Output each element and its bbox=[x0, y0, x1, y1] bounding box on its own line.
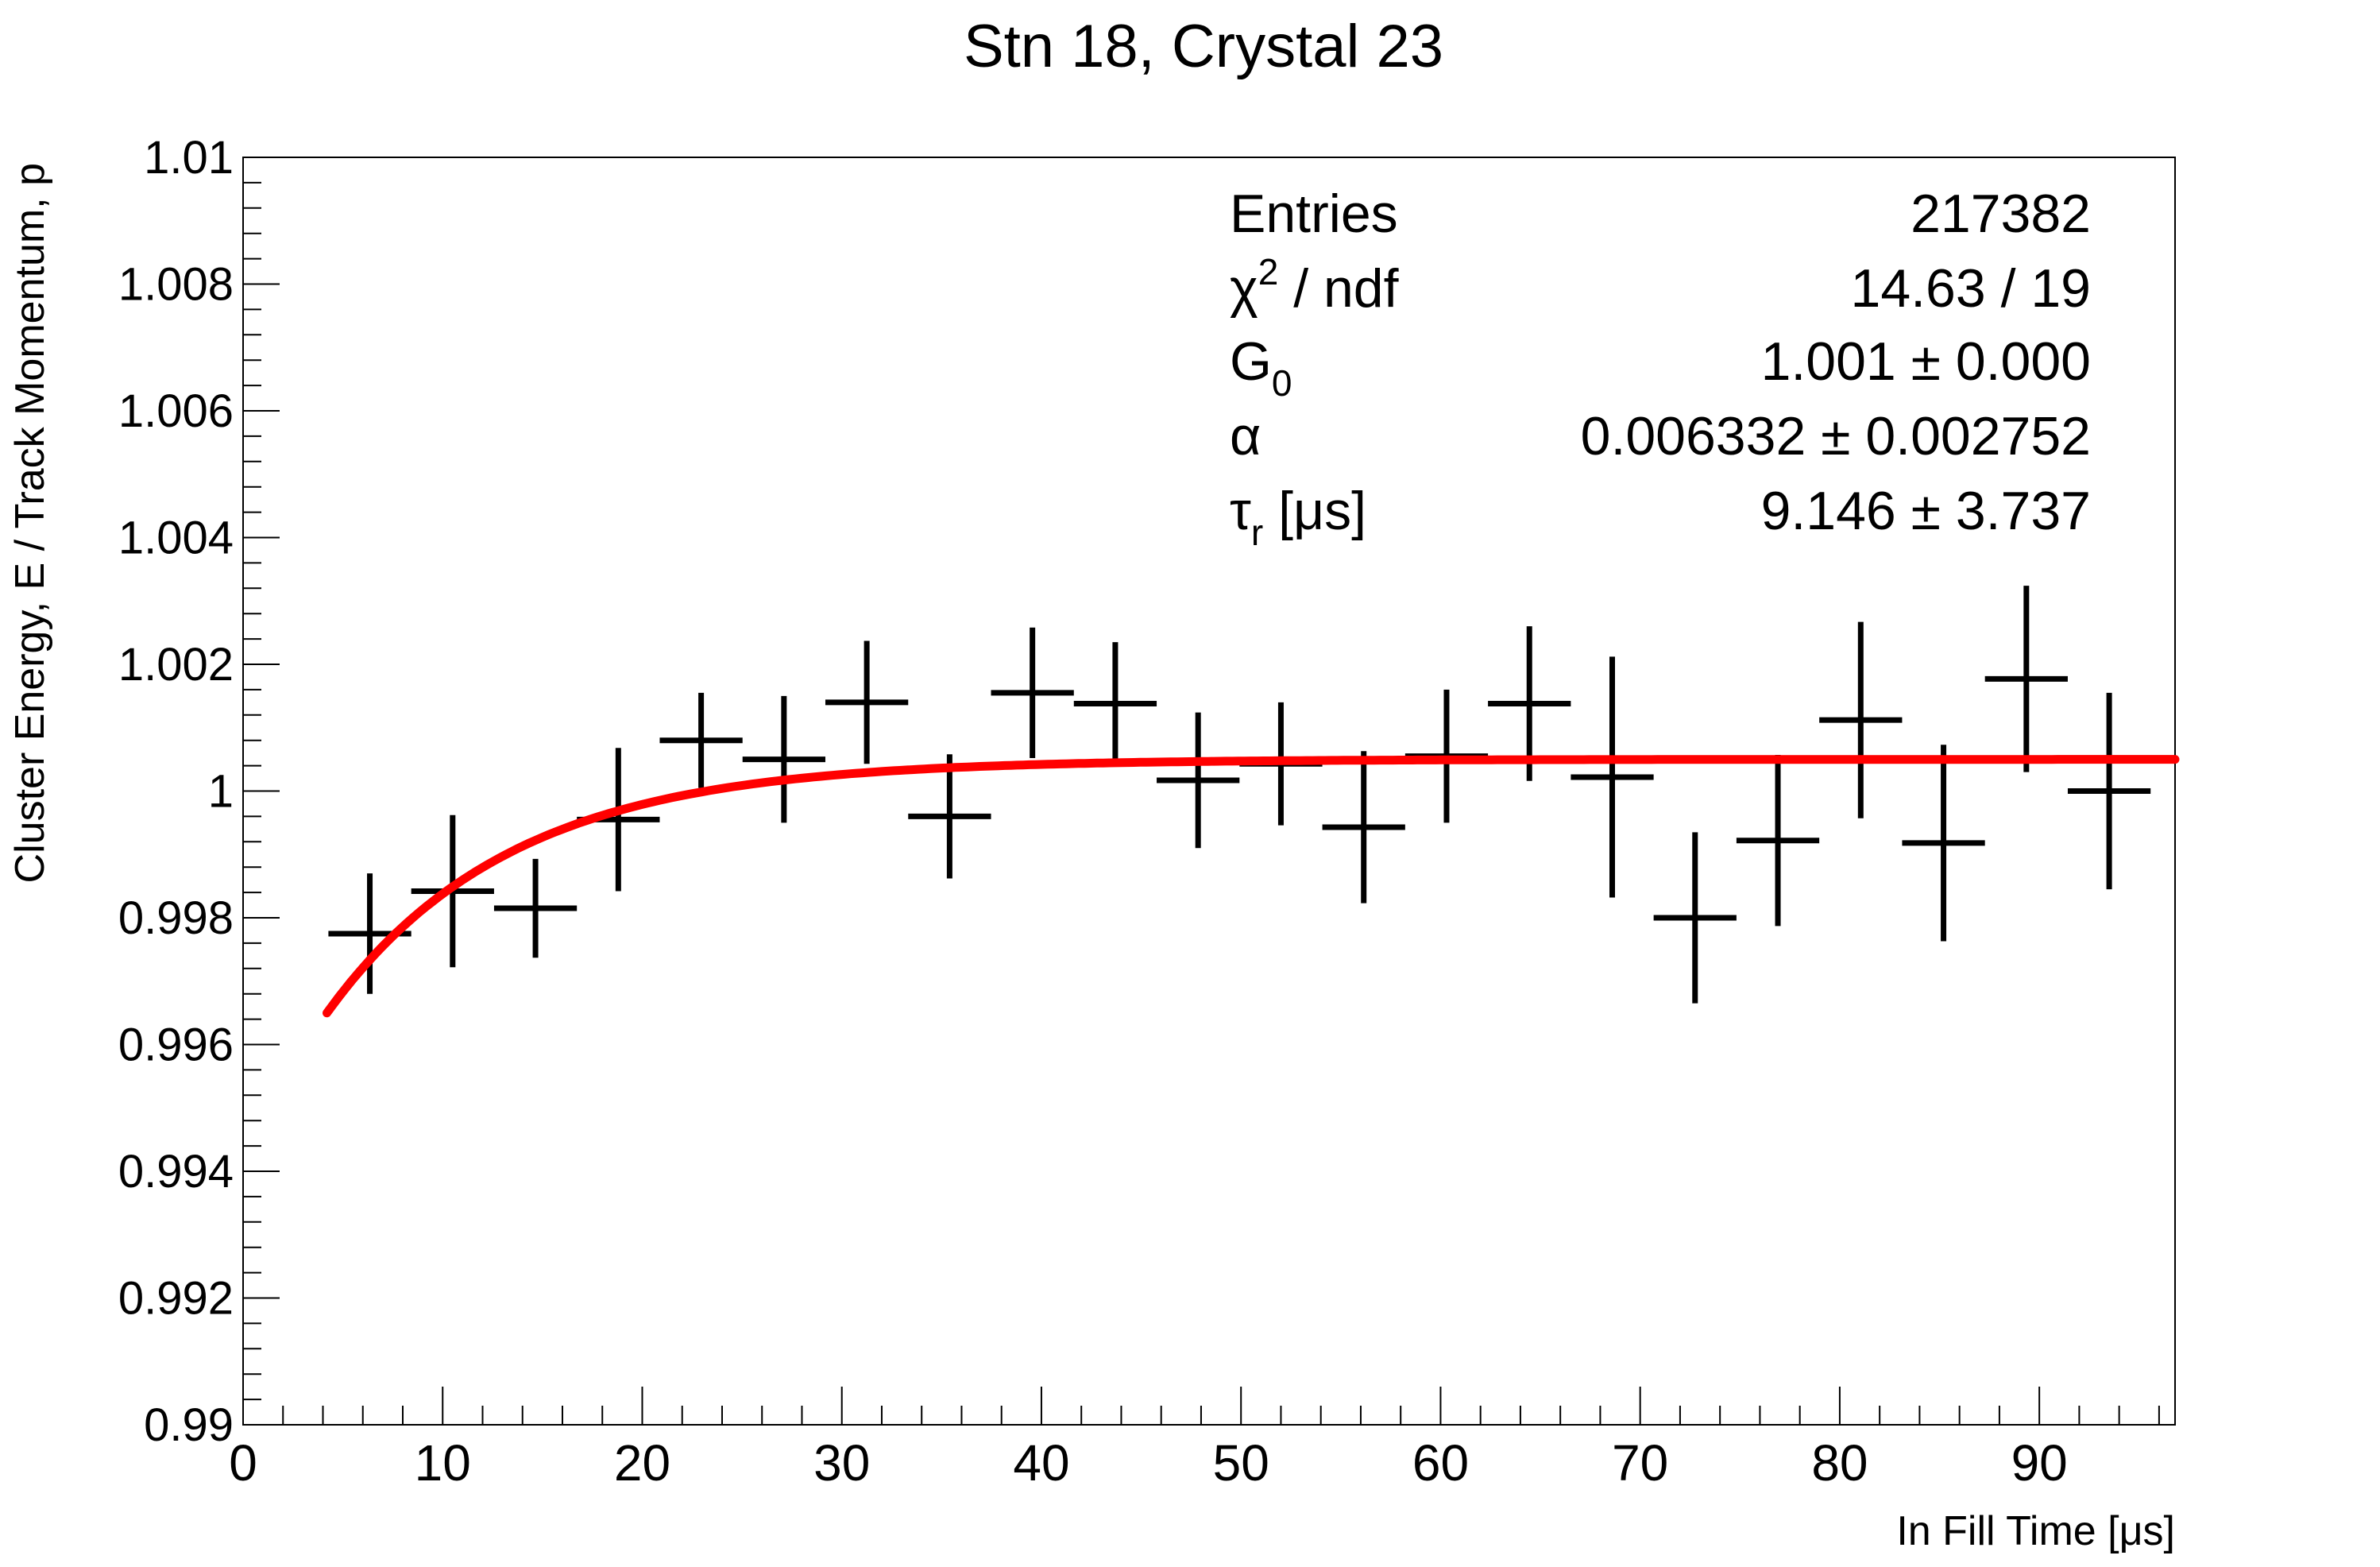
x-axis-label: In Fill Time [μs] bbox=[1896, 1508, 2175, 1554]
x-tick-label: 80 bbox=[1811, 1434, 1868, 1492]
y-tick-label: 0.992 bbox=[118, 1273, 234, 1325]
data-point bbox=[991, 627, 1074, 759]
stats-chi2-label: χ2 / ndf bbox=[1230, 251, 1399, 319]
x-tick-label: 20 bbox=[614, 1434, 670, 1492]
data-point bbox=[1902, 745, 1985, 942]
y-axis-label: Cluster Energy, E / Track Momentum, p bbox=[7, 163, 53, 883]
data-points bbox=[328, 586, 2151, 1004]
chart-title: Stn 18, Crystal 23 bbox=[964, 13, 1443, 80]
data-point bbox=[1984, 586, 2068, 772]
x-axis: 0 10 20 30 40 50 60 70 80 90 bbox=[229, 1387, 2160, 1492]
x-tick-label: 60 bbox=[1412, 1434, 1469, 1492]
fit-curve bbox=[323, 755, 2180, 1018]
stats-box: Entries 217382 χ2 / ndf 14.63 / 19 G0 1.… bbox=[1230, 184, 2091, 553]
y-tick-label: 1.002 bbox=[118, 639, 234, 691]
stats-tau-label: τr [μs] bbox=[1230, 481, 1366, 553]
data-point bbox=[742, 695, 825, 823]
data-point bbox=[908, 754, 991, 879]
stats-g0-value: 1.001 ± 0.000 bbox=[1761, 331, 2091, 392]
y-tick-label: 1.006 bbox=[118, 385, 234, 437]
y-tick-label: 1 bbox=[208, 766, 234, 818]
stats-alpha-label: α bbox=[1230, 406, 1261, 466]
data-point bbox=[659, 692, 743, 788]
stats-tau-value: 9.146 ± 3.737 bbox=[1761, 481, 2091, 541]
data-point bbox=[1736, 755, 1820, 927]
y-tick-label: 0.994 bbox=[118, 1146, 234, 1197]
x-tick-label: 50 bbox=[1213, 1434, 1269, 1492]
x-tick-label: 40 bbox=[1013, 1434, 1069, 1492]
y-tick-label: 1.01 bbox=[144, 132, 234, 184]
data-point bbox=[493, 858, 578, 958]
stats-g0-label: G0 bbox=[1230, 331, 1292, 404]
stats-entries-label: Entries bbox=[1230, 184, 1398, 244]
data-point bbox=[1322, 751, 1405, 903]
y-axis: 0.99 0.992 0.994 0.996 0.998 1 1.002 1.004 1.006… bbox=[118, 132, 280, 1451]
data-point bbox=[825, 640, 909, 764]
stats-entries-value: 217382 bbox=[1911, 184, 2091, 244]
stats-chi2-value: 14.63 / 19 bbox=[1851, 258, 2091, 319]
data-point bbox=[1488, 626, 1571, 781]
data-point bbox=[1073, 642, 1157, 765]
x-tick-label: 30 bbox=[813, 1434, 870, 1492]
y-tick-label: 0.99 bbox=[144, 1399, 234, 1451]
data-point bbox=[1157, 712, 1240, 849]
data-point bbox=[1819, 621, 1903, 818]
data-point bbox=[1653, 832, 1737, 1004]
data-point bbox=[1571, 656, 1654, 898]
x-tick-label: 70 bbox=[1612, 1434, 1668, 1492]
y-tick-label: 1.008 bbox=[118, 259, 234, 311]
y-tick-label: 1.004 bbox=[118, 513, 234, 564]
data-point bbox=[2067, 692, 2151, 890]
y-tick-label: 0.998 bbox=[118, 892, 234, 944]
x-tick-label: 0 bbox=[229, 1434, 257, 1492]
x-tick-label: 10 bbox=[415, 1434, 471, 1492]
x-tick-label: 90 bbox=[2011, 1434, 2068, 1492]
y-tick-label: 0.996 bbox=[118, 1020, 234, 1071]
stats-alpha-value: 0.006332 ± 0.002752 bbox=[1581, 406, 2091, 466]
